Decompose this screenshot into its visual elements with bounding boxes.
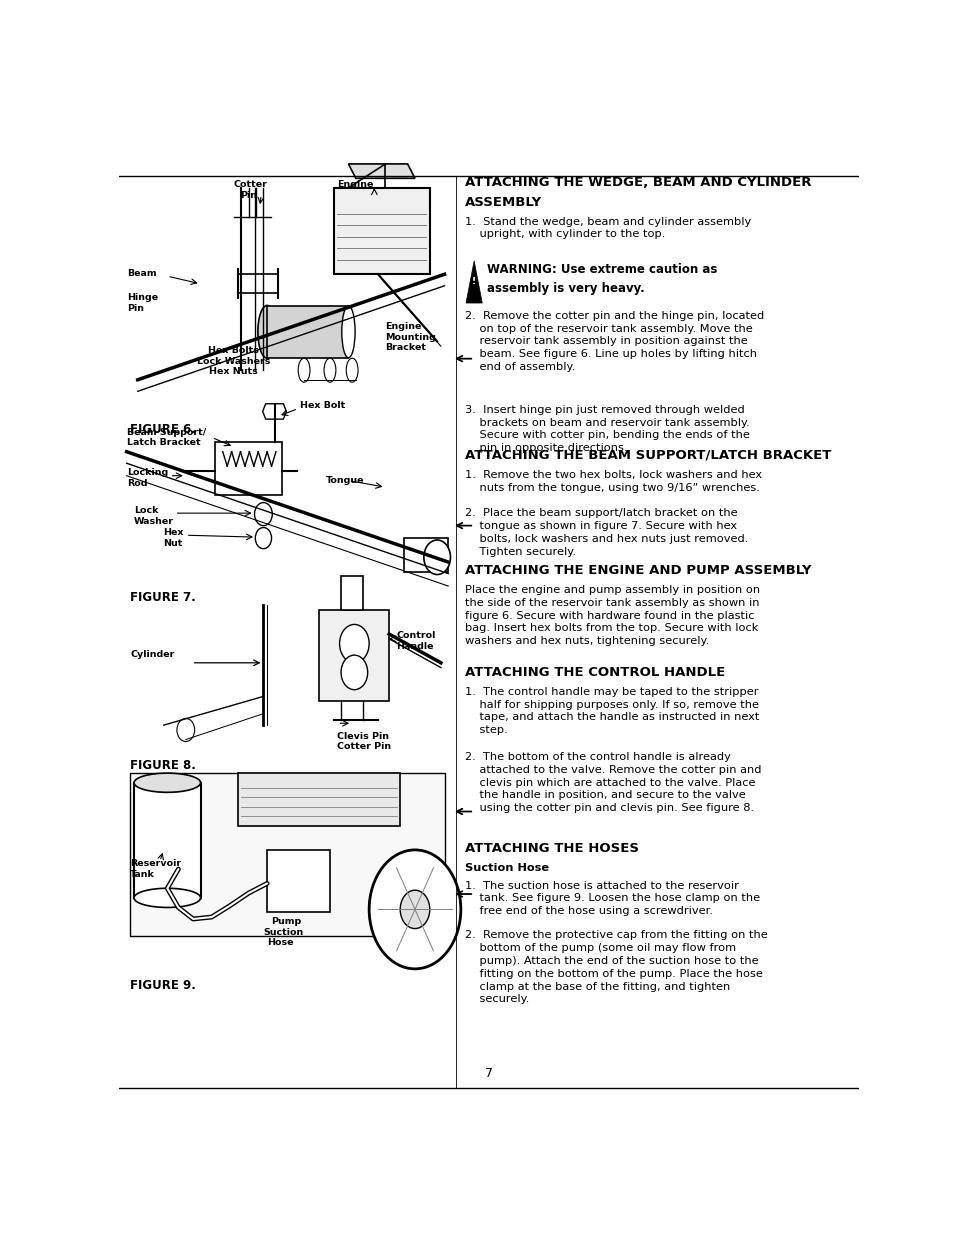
Text: FIGURE 9.: FIGURE 9. bbox=[131, 979, 196, 992]
Ellipse shape bbox=[346, 358, 357, 383]
Text: Engine: Engine bbox=[337, 181, 374, 189]
Text: Lock: Lock bbox=[133, 506, 158, 516]
Text: Hex: Hex bbox=[164, 528, 184, 537]
Text: Cotter: Cotter bbox=[233, 181, 268, 189]
Circle shape bbox=[423, 540, 450, 574]
Text: 2.  Remove the cotter pin and the hinge pin, located
    on top of the reservoir: 2. Remove the cotter pin and the hinge p… bbox=[465, 310, 763, 371]
Text: 3.  Insert hinge pin just removed through welded
    brackets on beam and reserv: 3. Insert hinge pin just removed through… bbox=[465, 405, 749, 454]
Text: ATTACHING THE WEDGE, BEAM AND CYLINDER: ATTACHING THE WEDGE, BEAM AND CYLINDER bbox=[465, 177, 811, 189]
Text: Handle: Handle bbox=[396, 642, 434, 650]
Polygon shape bbox=[403, 538, 448, 572]
Text: Control: Control bbox=[396, 632, 436, 640]
Ellipse shape bbox=[298, 358, 310, 383]
Text: ASSEMBLY: ASSEMBLY bbox=[465, 196, 542, 208]
Polygon shape bbox=[341, 577, 363, 611]
Circle shape bbox=[176, 719, 194, 741]
Text: Mounting: Mounting bbox=[385, 333, 436, 341]
Polygon shape bbox=[131, 773, 444, 936]
Text: Pin: Pin bbox=[127, 304, 144, 313]
Polygon shape bbox=[262, 404, 286, 419]
Text: Hex Nuts: Hex Nuts bbox=[210, 368, 258, 376]
Circle shape bbox=[369, 850, 460, 969]
Ellipse shape bbox=[341, 307, 355, 358]
Polygon shape bbox=[348, 164, 415, 178]
Text: 7: 7 bbox=[484, 1067, 493, 1080]
Text: Tank: Tank bbox=[131, 870, 155, 878]
Text: Washer: Washer bbox=[133, 517, 173, 526]
Polygon shape bbox=[267, 307, 348, 358]
Text: ATTACHING THE CONTROL HANDLE: ATTACHING THE CONTROL HANDLE bbox=[465, 665, 724, 679]
Circle shape bbox=[341, 655, 367, 690]
Circle shape bbox=[339, 624, 369, 663]
Text: Suction Hose: Suction Hose bbox=[465, 863, 549, 873]
Ellipse shape bbox=[133, 773, 200, 792]
Polygon shape bbox=[334, 188, 429, 274]
Text: Pump: Pump bbox=[271, 917, 301, 926]
Polygon shape bbox=[215, 442, 282, 495]
Text: Beam Support/: Beam Support/ bbox=[127, 427, 206, 437]
Text: Bracket: Bracket bbox=[385, 344, 426, 353]
Text: Engine: Engine bbox=[385, 323, 421, 331]
Polygon shape bbox=[267, 850, 330, 912]
Text: FIGURE 6.: FIGURE 6. bbox=[131, 422, 196, 436]
Text: Hinge: Hinge bbox=[127, 294, 157, 303]
Text: Cylinder: Cylinder bbox=[131, 650, 174, 659]
Text: FIGURE 8.: FIGURE 8. bbox=[131, 759, 196, 771]
Text: Reservoir: Reservoir bbox=[131, 860, 181, 868]
Text: Latch Bracket: Latch Bracket bbox=[127, 439, 200, 447]
Text: 1.  Stand the wedge, beam and cylinder assembly
    upright, with cylinder to th: 1. Stand the wedge, beam and cylinder as… bbox=[465, 217, 751, 239]
Text: Rod: Rod bbox=[127, 478, 147, 487]
Text: Pin: Pin bbox=[239, 191, 256, 199]
Text: Suction: Suction bbox=[263, 927, 303, 937]
Text: WARNING: Use extreme caution as: WARNING: Use extreme caution as bbox=[487, 263, 717, 275]
Circle shape bbox=[254, 502, 272, 526]
Polygon shape bbox=[237, 773, 400, 826]
Text: Hex Bolts: Hex Bolts bbox=[208, 346, 259, 355]
Text: 2.  Place the beam support/latch bracket on the
    tongue as shown in figure 7.: 2. Place the beam support/latch bracket … bbox=[465, 508, 748, 557]
Polygon shape bbox=[318, 611, 389, 701]
Text: Clevis Pin: Clevis Pin bbox=[337, 731, 389, 741]
Text: Nut: Nut bbox=[164, 540, 183, 548]
Text: ATTACHING THE ENGINE AND PUMP ASSEMBLY: ATTACHING THE ENGINE AND PUMP ASSEMBLY bbox=[465, 564, 811, 577]
Text: Beam: Beam bbox=[127, 269, 156, 278]
Circle shape bbox=[400, 890, 429, 928]
Polygon shape bbox=[465, 260, 482, 303]
Text: Place the engine and pump assembly in position on
the side of the reservoir tank: Place the engine and pump assembly in po… bbox=[465, 586, 760, 647]
Text: Cotter Pin: Cotter Pin bbox=[337, 743, 391, 751]
Text: 2.  The bottom of the control handle is already
    attached to the valve. Remov: 2. The bottom of the control handle is a… bbox=[465, 753, 760, 814]
Text: 1.  The control handle may be taped to the stripper
    half for shipping purpos: 1. The control handle may be taped to th… bbox=[465, 687, 759, 735]
Text: Tongue: Tongue bbox=[326, 476, 364, 485]
Text: Hex Bolt: Hex Bolt bbox=[300, 401, 345, 410]
Text: 1.  Remove the two hex bolts, lock washers and hex
    nuts from the tongue, usi: 1. Remove the two hex bolts, lock washer… bbox=[465, 470, 761, 492]
Text: FIGURE 7.: FIGURE 7. bbox=[131, 591, 196, 604]
Text: ATTACHING THE HOSES: ATTACHING THE HOSES bbox=[465, 842, 639, 855]
Circle shape bbox=[255, 527, 272, 548]
Text: Hose: Hose bbox=[267, 938, 294, 947]
Text: Locking: Locking bbox=[127, 468, 168, 477]
Ellipse shape bbox=[133, 888, 200, 907]
Text: ATTACHING THE BEAM SUPPORT/LATCH BRACKET: ATTACHING THE BEAM SUPPORT/LATCH BRACKET bbox=[465, 449, 831, 462]
Text: !: ! bbox=[472, 277, 476, 287]
Ellipse shape bbox=[257, 305, 276, 358]
Text: assembly is very heavy.: assembly is very heavy. bbox=[487, 282, 644, 295]
Ellipse shape bbox=[324, 358, 335, 383]
Polygon shape bbox=[133, 782, 200, 898]
Text: 1.  The suction hose is attached to the reservoir
    tank. See figure 9. Loosen: 1. The suction hose is attached to the r… bbox=[465, 881, 760, 916]
Text: Lock Washers: Lock Washers bbox=[197, 356, 271, 366]
Text: 2.  Remove the protective cap from the fitting on the
    bottom of the pump (so: 2. Remove the protective cap from the fi… bbox=[465, 931, 767, 1004]
